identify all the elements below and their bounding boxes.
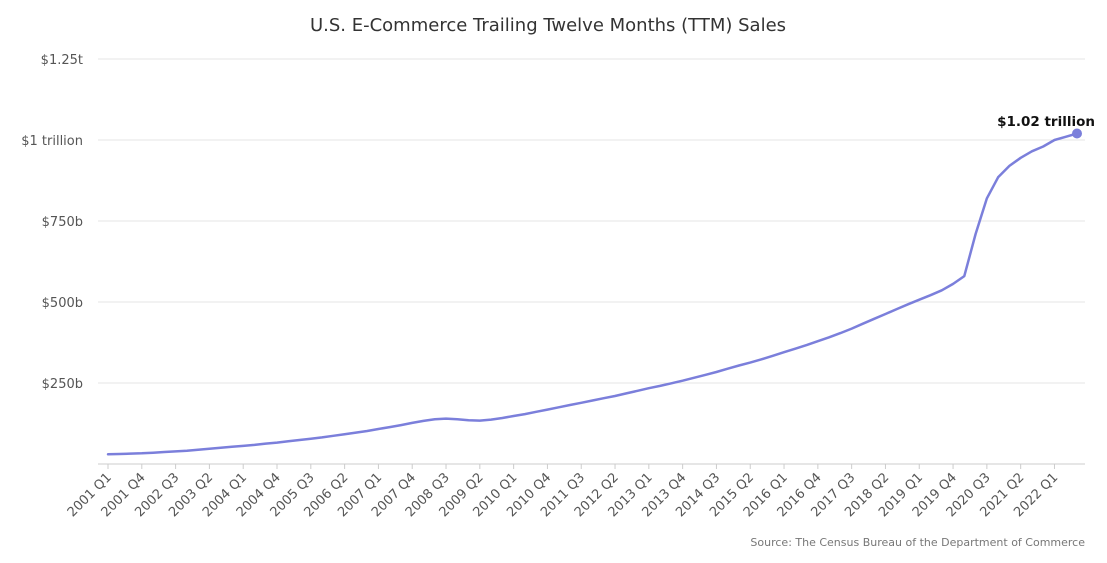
chart-title: U.S. E-Commerce Trailing Twelve Months (…: [310, 15, 786, 36]
y-tick-label: $500b: [42, 296, 83, 311]
series-line: [106, 132, 1079, 456]
latest-value-annotation: $1.02 trillion: [997, 114, 1095, 130]
y-tick-label: $750b: [42, 215, 83, 230]
y-tick-label: $1.25t: [41, 53, 83, 68]
source-note: Source: The Census Bureau of the Departm…: [750, 536, 1085, 549]
gridlines: [98, 58, 1085, 465]
series-layer: [106, 128, 1082, 456]
y-tick-label: $1 trillion: [21, 134, 83, 149]
y-tick-label: $250b: [42, 377, 83, 392]
y-axis-ticks: $250b $500b $750b $1 trillion $1.25t: [21, 53, 83, 392]
latest-data-point: [1072, 128, 1082, 139]
